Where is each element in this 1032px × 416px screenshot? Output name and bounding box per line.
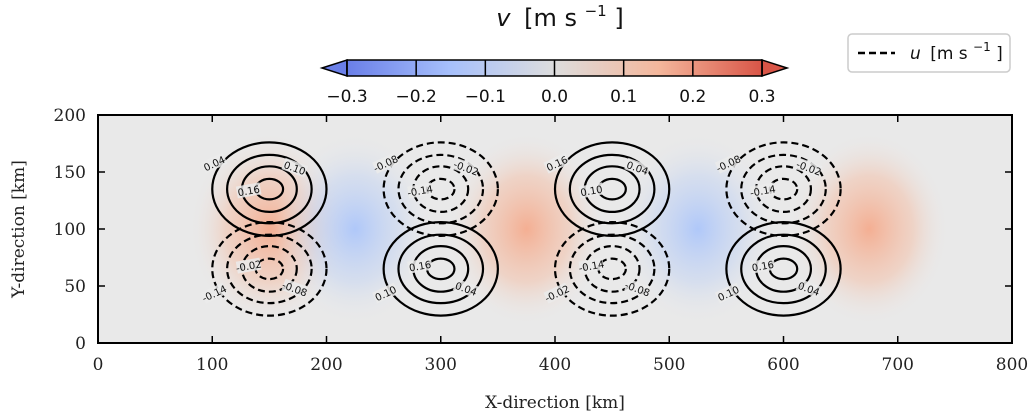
u-contour-label-bg [749, 182, 776, 199]
u-contour-label-bg [281, 278, 309, 299]
u-contour-label-bg [372, 152, 399, 174]
u-contour-label-bg [749, 257, 776, 274]
u-contour-label-bg [714, 282, 742, 304]
colorbar-extend-min [319, 58, 348, 78]
colorbar-tick-label: 0.1 [610, 87, 637, 107]
x-tick-label: 0 [93, 355, 104, 375]
u-contour-label-bg [578, 257, 605, 274]
colorbar-extend-max [761, 58, 790, 78]
v-field-cell [275, 132, 436, 326]
v-field-cell [617, 132, 778, 326]
u-contour-label: -0.14 [407, 184, 434, 199]
u-contour-label-bg [543, 282, 571, 304]
u-contour-label-bg [235, 257, 262, 274]
u-contour-line [211, 141, 328, 237]
u-contour-label: 0.16 [237, 185, 261, 200]
x-tick-label: 400 [539, 355, 571, 375]
u-contour-line [397, 153, 485, 225]
colorbar-tick-label: 0.0 [541, 87, 568, 107]
u-contour-label: 0.16 [408, 260, 432, 275]
u-contour-label-bg [452, 157, 480, 178]
colorbar-tick-label: −0.1 [465, 87, 506, 107]
u-contour-label: -0.02 [235, 259, 262, 274]
v-field-cell [446, 132, 607, 326]
y-tick-label: 150 [54, 163, 86, 183]
u-contours: 0.040.160.10-0.14-0.02-0.08-0.08-0.14-0.… [200, 141, 842, 317]
u-contour-label-bg [795, 278, 823, 299]
u-contour-line [740, 153, 827, 225]
colorbar-title-close: ] [614, 4, 623, 32]
u-contour-label-bg [714, 152, 742, 174]
u-contour-label-bg [543, 152, 571, 174]
u-contour-label-bg [624, 157, 651, 178]
x-tick-label: 600 [767, 355, 799, 375]
u-contour-line [568, 233, 656, 305]
u-contour-line [397, 233, 485, 305]
u-contour-label-bg [452, 278, 480, 299]
colorbar-title-var: v [496, 4, 511, 32]
y-tick-label: 0 [75, 334, 86, 354]
u-contour-label-bg [372, 282, 399, 304]
x-tick-label: 300 [425, 355, 457, 375]
u-contour-line [725, 221, 842, 317]
y-tick-label: 100 [54, 220, 86, 240]
u-contour-label: 0.16 [751, 260, 775, 275]
legend-box [847, 33, 1011, 73]
x-tick-label: 200 [310, 355, 342, 375]
u-contour-line [725, 141, 842, 237]
u-contour-line [568, 153, 656, 225]
u-contour-label-bg [235, 182, 262, 199]
u-contour-line [382, 141, 499, 237]
u-contour-label-bg [578, 182, 605, 199]
u-contour-group: 0.160.100.04 [543, 141, 671, 237]
colorbar-title-unit: [m s [524, 4, 577, 32]
u-contour-line [553, 141, 671, 237]
colorbar-tick-label: −0.3 [326, 87, 367, 107]
colorbar-title: v [m s −1 ] [496, 0, 624, 32]
u-contour-label-bg [200, 282, 228, 304]
v-field-cell [789, 132, 950, 326]
x-tick-label: 800 [996, 355, 1028, 375]
u-contour-group: -0.08-0.14-0.02 [372, 141, 499, 237]
legend-var: u [910, 44, 921, 64]
y-tick-label: 200 [54, 106, 86, 126]
x-axis-title: X-direction [km] [485, 393, 625, 413]
x-tick-label: 700 [882, 355, 914, 375]
u-contour-label: -0.14 [578, 259, 605, 274]
colorbar-title-exp: −1 [585, 2, 607, 20]
u-contour-label: 0.10 [580, 185, 604, 200]
u-contour-group: -0.14-0.02-0.08 [200, 221, 328, 317]
y-axis-title: Y-direction [km] [9, 160, 29, 299]
u-contour-line [226, 233, 313, 305]
u-contour-label-bg [407, 257, 433, 274]
u-contour-line [553, 221, 671, 317]
legend-label: u [m s −1 ] [910, 36, 1003, 64]
u-contour-label: -0.14 [749, 184, 776, 199]
x-tick-label: 500 [653, 355, 685, 375]
legend-exp: −1 [973, 40, 991, 54]
u-contour-line [211, 221, 328, 317]
u-contour-label-bg [407, 182, 433, 199]
u-contour-label-bg [624, 278, 651, 299]
u-contour-group: 0.100.160.04 [372, 221, 499, 317]
colorbar: −0.3 −0.2 −0.1 0.0 0.1 0.2 0.3 [319, 58, 790, 107]
u-contour-line [226, 153, 313, 225]
colorbar-tick-label: 0.3 [748, 87, 775, 107]
u-contour-label-bg [200, 152, 228, 174]
y-tick-label: 50 [64, 277, 86, 297]
u-contour-label-bg [795, 157, 823, 178]
colorbar-tick-label: 0.2 [679, 87, 706, 107]
colorbar-tick-label: −0.2 [396, 87, 437, 107]
x-tick-label: 100 [196, 355, 228, 375]
legend: u [m s −1 ] [847, 33, 1011, 73]
legend-close: ] [996, 44, 1003, 64]
u-contour-label-bg [281, 157, 309, 178]
legend-unit: [m s [930, 44, 968, 64]
u-contour-line [740, 233, 827, 305]
u-contour-line [382, 221, 499, 317]
plot-area: 0.040.160.10-0.14-0.02-0.08-0.08-0.14-0.… [54, 106, 1029, 375]
